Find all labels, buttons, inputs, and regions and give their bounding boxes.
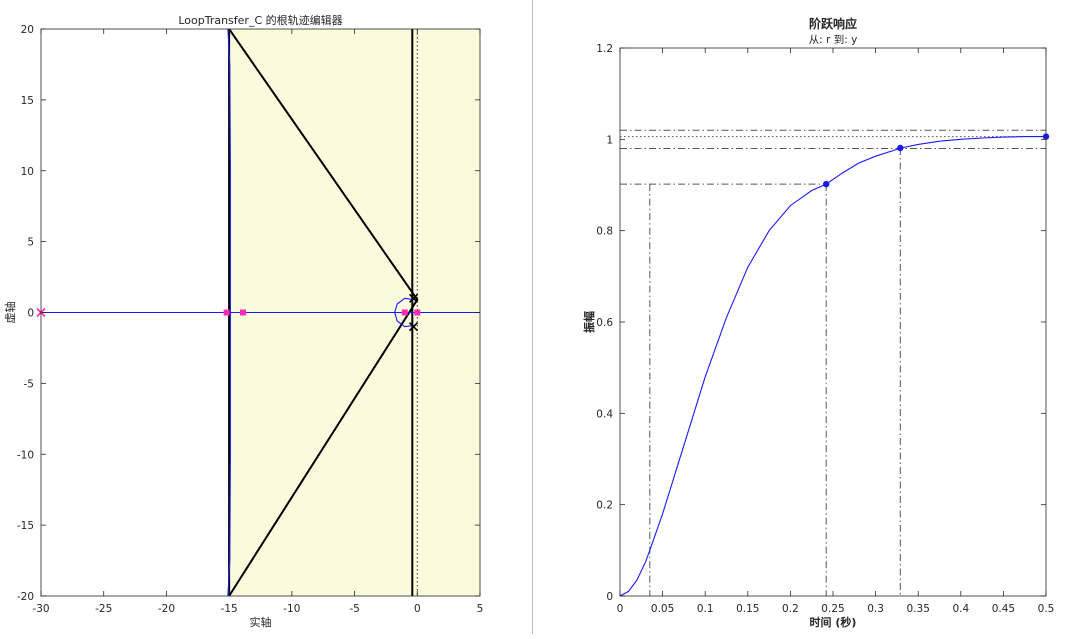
- x-tick-label: 0.35: [907, 603, 930, 615]
- x-tick-label: -20: [158, 603, 175, 615]
- x-axis-label: 实轴: [250, 615, 272, 629]
- chart-title: LoopTransfer_C 的根轨迹编辑器: [178, 13, 342, 27]
- y-tick-label: 0.8: [596, 226, 613, 238]
- x-tick-label: -30: [32, 603, 49, 615]
- pole-x-stroke: [408, 293, 419, 303]
- y-axis-label: 振幅: [582, 311, 596, 333]
- closed-loop-pole-marker: [414, 309, 421, 316]
- x-axis-label: 时间 (秒): [810, 615, 857, 629]
- x-tick-label: 0.25: [821, 603, 844, 615]
- characteristic-point: [822, 180, 830, 188]
- y-tick-label: 0: [606, 591, 613, 603]
- x-tick-label: 5: [477, 603, 484, 615]
- x-tick-label: 0.3: [867, 603, 884, 615]
- panel-divider[interactable]: [532, 0, 533, 634]
- y-tick-label: 10: [21, 166, 34, 178]
- chart-subtitle: 从: r 到: y: [809, 34, 858, 46]
- y-tick-label: -5: [24, 378, 34, 390]
- x-tick-label: 0: [414, 603, 421, 615]
- x-tick-label: -5: [349, 603, 359, 615]
- characteristic-point: [897, 144, 904, 152]
- closed-loop-pole-marker: [223, 309, 230, 316]
- y-tick-label: 20: [21, 24, 34, 36]
- open-loop-pole-x: [408, 322, 419, 332]
- x-tick-label: 0.5: [1038, 603, 1055, 615]
- locus-branch: [227, 28, 231, 597]
- y-tick-label: 0: [27, 308, 34, 320]
- closed-loop-pole-marker: [239, 309, 246, 316]
- root-locus-axes[interactable]: LoopTransfer_C 的根轨迹编辑器 -30 -25 -20 -15 -10 -5 0…: [3, 13, 483, 629]
- pole-x-stroke: [408, 322, 419, 332]
- x-tick-label: -10: [283, 603, 300, 615]
- step-response-curve: [619, 136, 1046, 597]
- y-tick-label: 0.6: [596, 317, 613, 329]
- y-tick-label: 5: [27, 237, 34, 249]
- y-tick-label: -15: [17, 520, 34, 532]
- x-tick-label: 0: [617, 603, 624, 615]
- y-tick-label: 0.4: [596, 408, 613, 420]
- y-tick-label: 1.2: [596, 43, 613, 55]
- chart-title: 阶跃响应: [809, 16, 857, 31]
- x-tick-label: -25: [95, 603, 112, 615]
- x-tick-label: 0.05: [651, 603, 674, 615]
- locus-branch: [394, 297, 415, 328]
- x-tick-label: 0.45: [992, 603, 1015, 615]
- open-loop-pole-x: [408, 293, 419, 303]
- y-tick-label: -20: [17, 591, 34, 603]
- x-tick-label: 0.2: [782, 603, 799, 615]
- y-tick-label: 0.2: [596, 500, 613, 512]
- x-tick-label: 0.15: [736, 603, 759, 615]
- closed-loop-pole-marker: [401, 309, 408, 316]
- y-tick-label: -10: [17, 449, 34, 461]
- x-tick-label: -15: [221, 603, 238, 615]
- y-axis-label: 虚轴: [3, 302, 17, 324]
- y-tick-label: 15: [21, 95, 34, 107]
- x-tick-label: 0.4: [952, 603, 969, 615]
- x-tick-label: 0.1: [697, 603, 714, 615]
- design-constraint-line: [228, 28, 419, 597]
- y-tick-label: 1: [606, 134, 613, 146]
